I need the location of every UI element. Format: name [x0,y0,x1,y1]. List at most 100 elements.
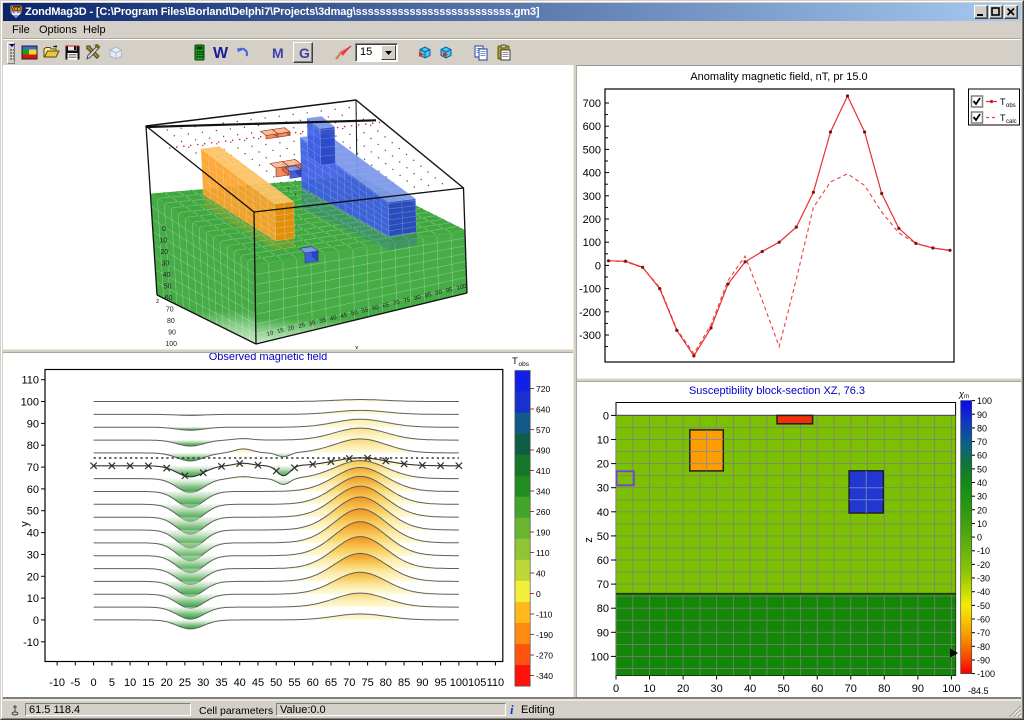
svg-text:30: 30 [710,683,722,695]
svg-text:χ: χ [958,389,965,399]
svg-text:Susceptibility block-section X: Susceptibility block-section XZ, 76.3 [689,385,865,397]
svg-text:10: 10 [266,330,275,338]
svg-text:60: 60 [307,677,319,689]
svg-text:-100: -100 [579,284,601,296]
svg-text:100: 100 [977,396,992,406]
svg-text:720: 720 [536,384,550,394]
svg-text:60: 60 [811,683,823,695]
svg-text:10: 10 [159,238,167,245]
svg-text:570: 570 [536,425,550,435]
svg-text:110: 110 [487,677,505,689]
svg-text:20: 20 [161,677,173,689]
svg-text:0: 0 [603,410,609,422]
svg-text:10: 10 [597,435,609,447]
svg-text:40: 40 [27,528,39,540]
svg-text:Observed magnetic field: Observed magnetic field [209,351,328,363]
svg-text:10: 10 [977,519,987,529]
svg-text:65: 65 [382,302,391,310]
svg-text:70: 70 [166,307,174,314]
svg-text:65: 65 [325,677,337,689]
svg-text:100: 100 [165,341,177,348]
svg-text:-5: -5 [70,677,80,689]
svg-text:80: 80 [414,295,423,303]
svg-text:100: 100 [450,677,468,689]
svg-text:10: 10 [124,677,136,689]
svg-text:50: 50 [778,683,790,695]
svg-text:80: 80 [977,423,987,433]
svg-text:W: W [213,45,229,61]
svg-text:-110: -110 [536,610,553,620]
svg-text:70: 70 [393,300,402,308]
svg-text:60: 60 [165,295,173,302]
svg-text:20: 20 [597,459,609,471]
svg-text:70: 70 [27,462,39,474]
svg-text:-190: -190 [536,630,553,640]
svg-text:0: 0 [33,615,39,627]
svg-text:z: z [156,298,159,305]
svg-text:0: 0 [536,589,541,599]
svg-text:40: 40 [234,677,246,689]
svg-text:60: 60 [597,555,609,567]
svg-text:40: 40 [977,478,987,488]
svg-text:20: 20 [977,505,987,515]
svg-text:85: 85 [398,677,410,689]
svg-text:30: 30 [162,261,170,268]
svg-text:50: 50 [597,531,609,543]
svg-text:T: T [1000,113,1006,123]
svg-text:-40: -40 [977,587,990,597]
svg-text:80: 80 [167,318,175,325]
svg-text:105: 105 [468,677,486,689]
svg-text:-30: -30 [977,574,990,584]
svg-text:30: 30 [27,549,39,561]
svg-text:85: 85 [424,292,433,300]
svg-text:90: 90 [912,683,924,695]
svg-text:60: 60 [372,305,381,313]
svg-text:110: 110 [536,548,550,558]
svg-text:30: 30 [597,483,609,495]
svg-text:75: 75 [403,297,412,305]
svg-text:40: 40 [329,315,338,323]
svg-text:-10: -10 [49,677,65,689]
svg-text:100: 100 [21,397,39,409]
svg-text:340: 340 [536,487,550,497]
svg-text:40: 40 [163,272,171,279]
svg-text:-20: -20 [977,560,990,570]
svg-text:-300: -300 [579,330,601,342]
svg-text:70: 70 [343,677,355,689]
svg-text:490: 490 [536,446,550,456]
svg-text:20: 20 [287,325,296,333]
svg-text:60: 60 [27,484,39,496]
svg-text:400: 400 [583,168,601,180]
svg-text:100: 100 [591,651,609,663]
svg-text:-84.5: -84.5 [968,686,989,696]
svg-text:x: x [355,345,359,352]
svg-text:90: 90 [416,677,428,689]
svg-text:35: 35 [215,677,227,689]
svg-text:-270: -270 [536,651,553,661]
svg-text:40: 40 [536,569,546,579]
svg-text:calc: calc [1006,119,1017,125]
svg-text:-80: -80 [977,642,990,652]
svg-text:45: 45 [252,677,264,689]
svg-text:m: m [964,394,969,400]
svg-text:obs: obs [519,361,530,368]
svg-text:410: 410 [536,466,550,476]
svg-text:100: 100 [456,284,468,292]
svg-text:Zond: Zond [10,7,22,13]
svg-text:30: 30 [977,492,987,502]
svg-text:50: 50 [164,284,172,291]
svg-text:70: 70 [597,579,609,591]
svg-text:100: 100 [942,683,960,695]
svg-text:500: 500 [583,144,601,156]
svg-text:90: 90 [597,627,609,639]
svg-text:100: 100 [583,237,601,249]
svg-text:80: 80 [878,683,890,695]
svg-text:10: 10 [27,593,39,605]
svg-text:30: 30 [197,677,209,689]
svg-text:z: z [583,537,595,543]
svg-text:20: 20 [27,571,39,583]
svg-text:T: T [512,356,518,367]
svg-text:45: 45 [340,312,349,320]
svg-text:700: 700 [583,98,601,110]
svg-text:75: 75 [361,677,373,689]
